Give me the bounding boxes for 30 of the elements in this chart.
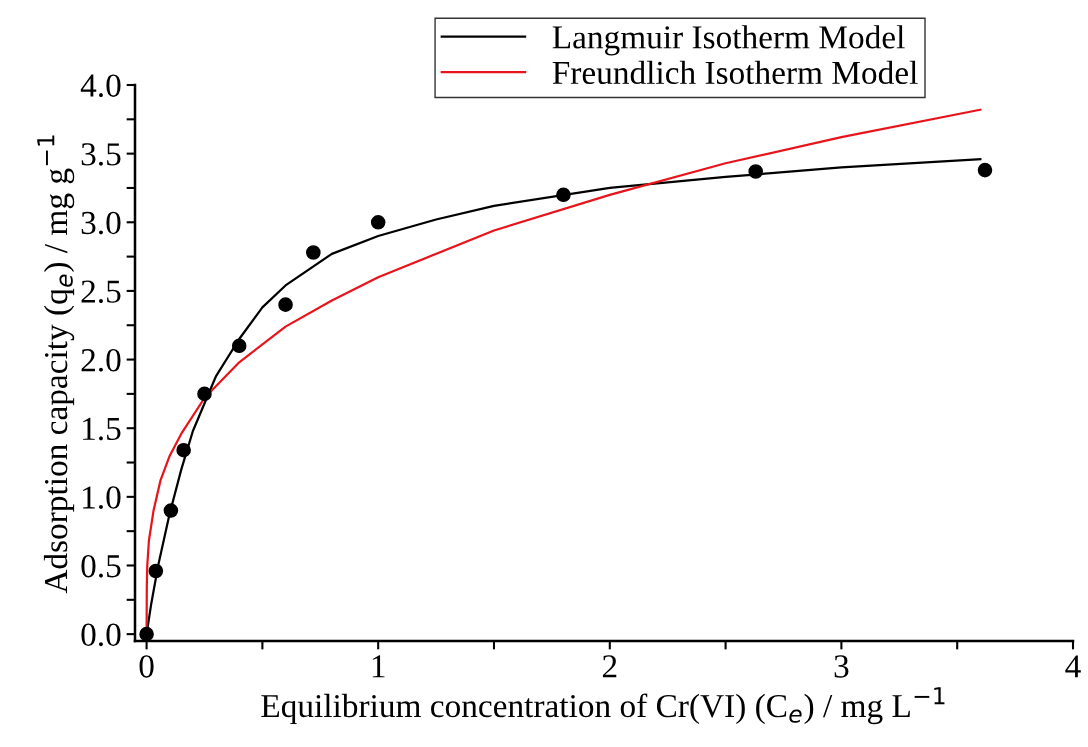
y-tick-label: 3.0 [81, 211, 121, 235]
point [306, 245, 321, 260]
y-tick-label: 2.0 [81, 348, 121, 372]
point [370, 215, 386, 230]
x-tick-label: 3 [834, 655, 849, 678]
point [197, 386, 212, 402]
point [176, 442, 191, 458]
point [231, 338, 247, 354]
y-tick-label: 4.0 [80, 74, 121, 98]
y-tick-label: 3.5 [81, 143, 121, 166]
point [278, 297, 293, 312]
y-tick-label: 2.5 [81, 280, 121, 303]
x-tick-label: 4 [1065, 655, 1081, 678]
point [163, 503, 179, 518]
legend-label: Langmuir Isotherm Model [552, 25, 905, 56]
x-tick-label: 0 [139, 655, 154, 678]
y-tick-label: 0.5 [81, 554, 121, 578]
point [139, 626, 154, 642]
point [148, 563, 164, 579]
x-tick-label: 2 [602, 655, 617, 678]
y-tick-label: 1.0 [83, 486, 121, 509]
point [977, 162, 993, 178]
legend-label: Freundlich Isotherm Model [552, 60, 918, 85]
text: 0.0 [81, 623, 121, 647]
x-tick-label: 1 [372, 655, 385, 678]
y-axis-title: Adsorption capacity (q$_{e}$) / mg g$^{−1}$ [37, 135, 75, 594]
x-axis-title: Equilibrium concentration of Cr(VI) (C$_{e}$) / mg L$^{−1}$ [261, 687, 945, 725]
point [556, 187, 571, 203]
y-tick-label: 1.5 [83, 417, 121, 441]
point [748, 164, 763, 179]
